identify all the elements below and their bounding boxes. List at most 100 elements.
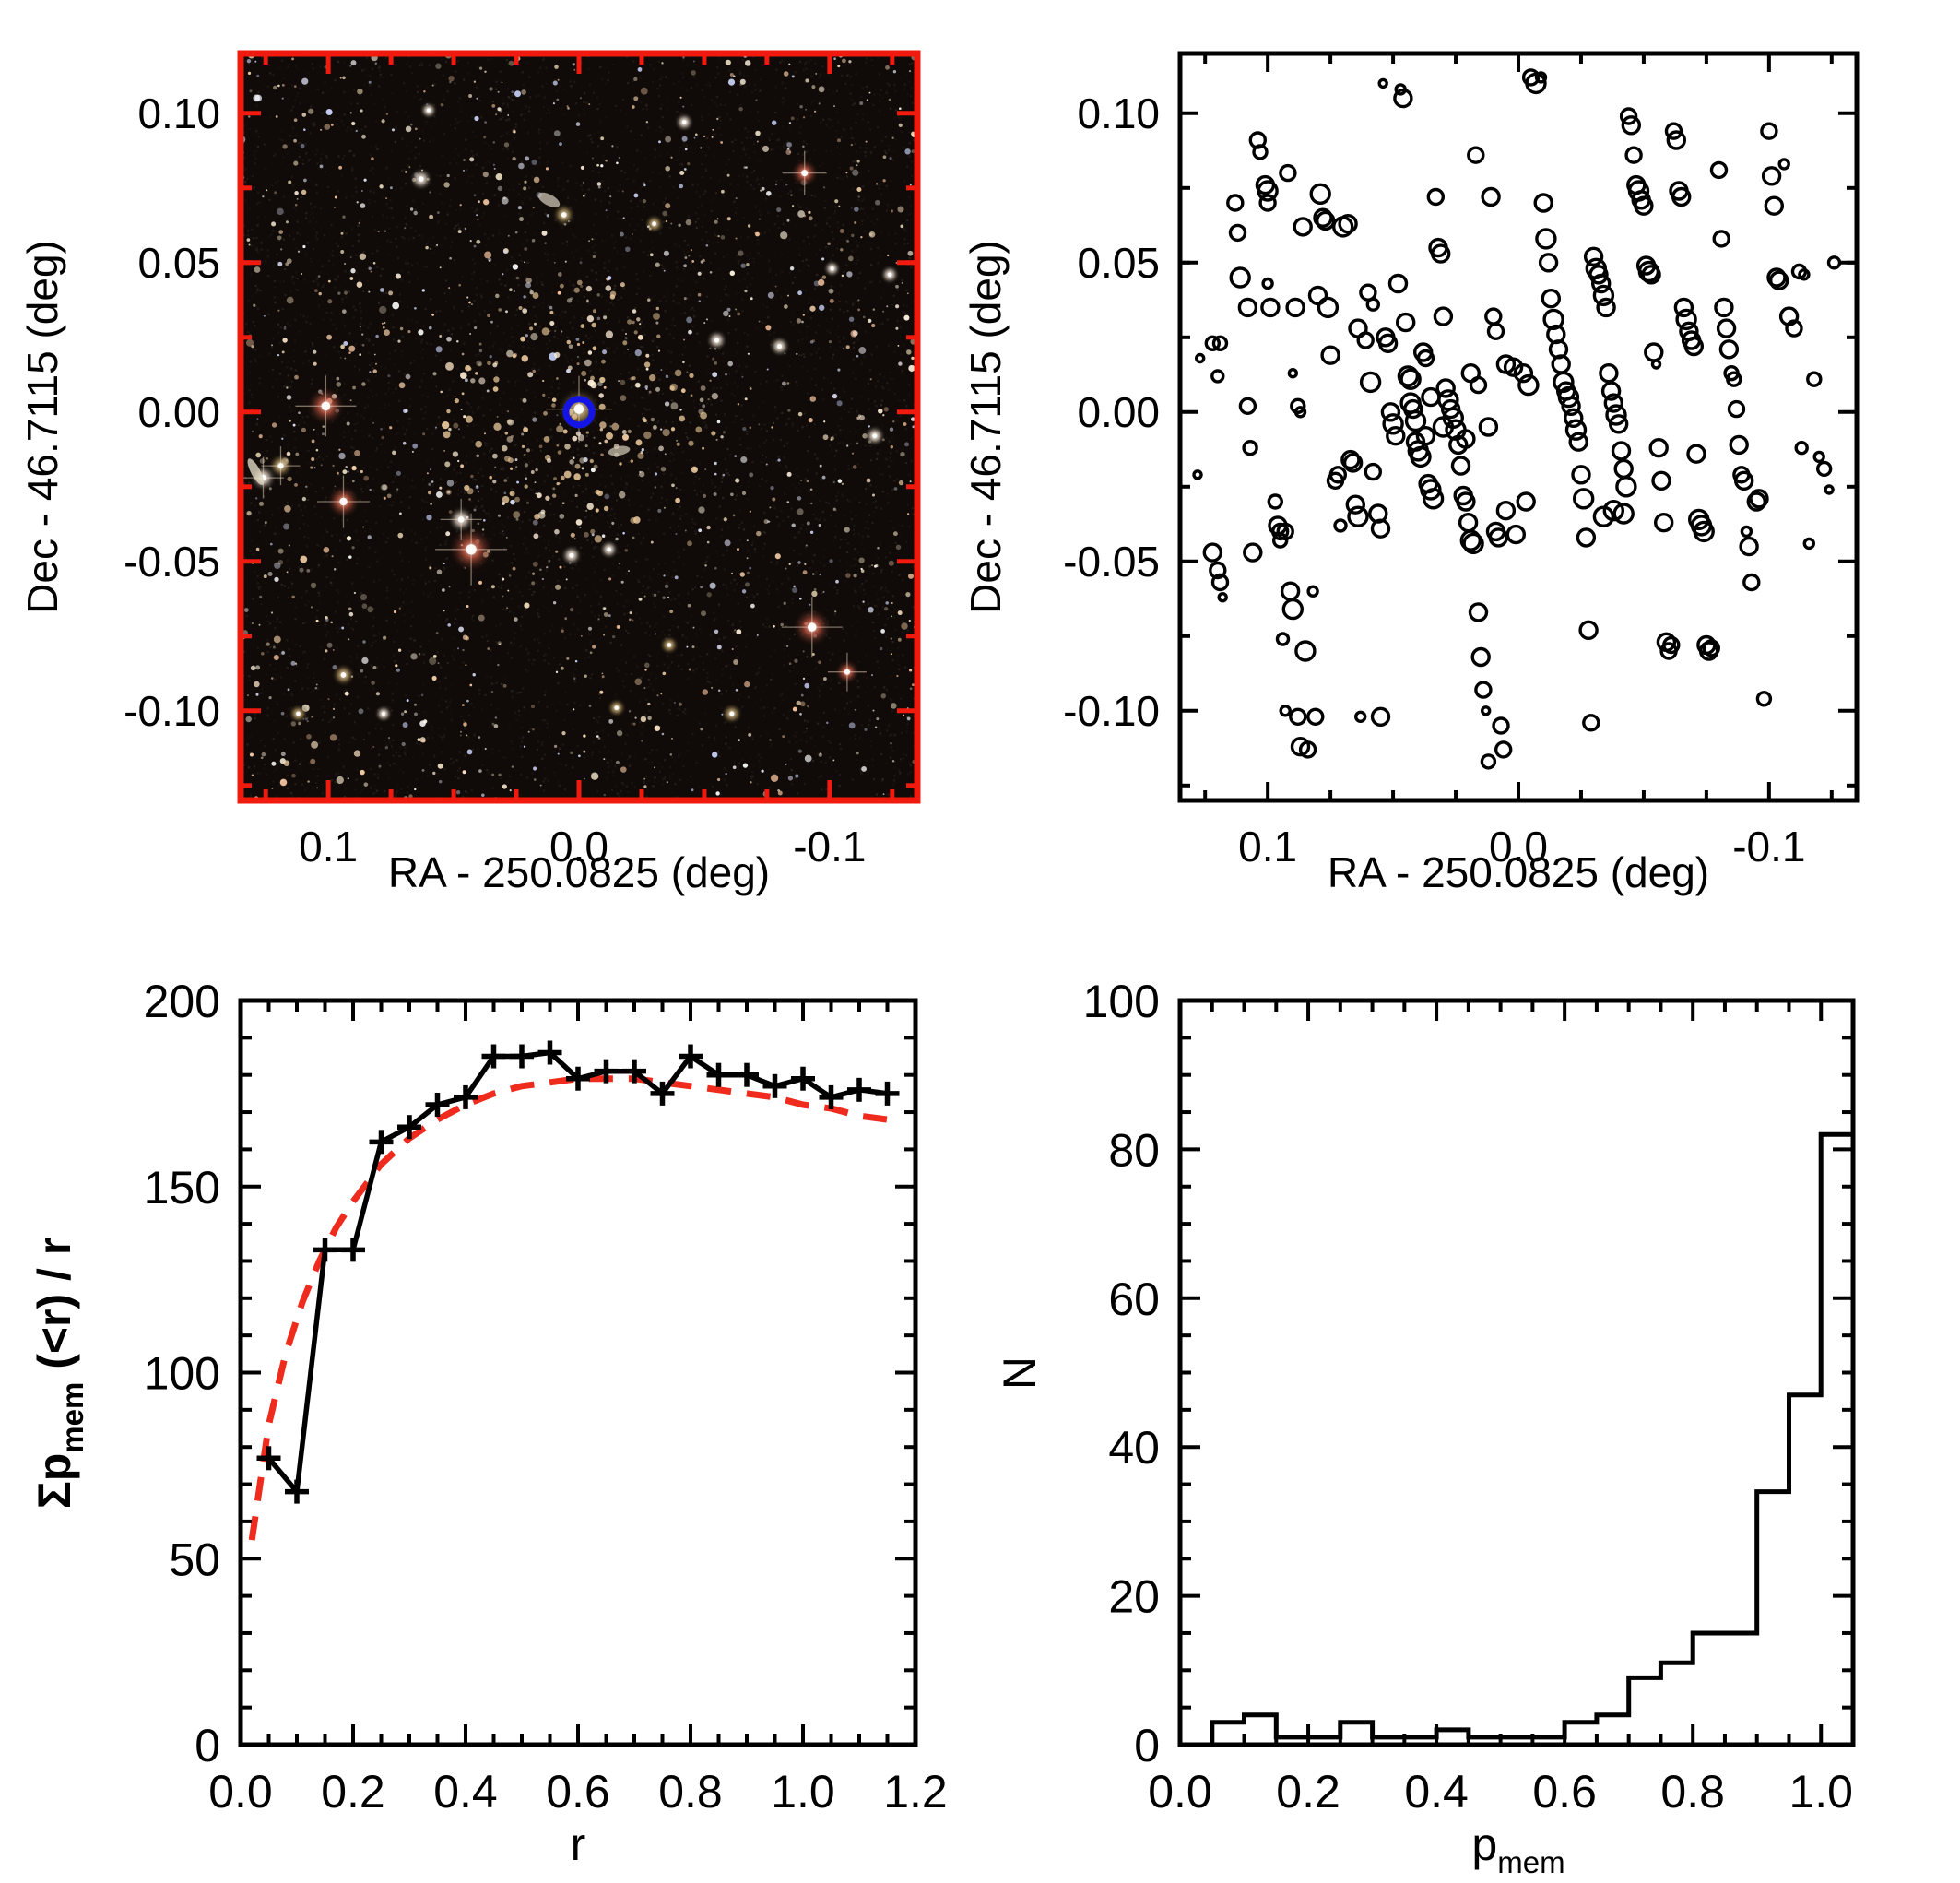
plus-marker <box>537 1040 562 1065</box>
panel-sky-image: 0.1 0.0 -0.1 0.10 0.05 0.00 -0.05 -0.10 RA - 25… <box>0 0 980 942</box>
scatter-point <box>1399 368 1422 390</box>
scatter-point <box>1459 529 1482 551</box>
scatter-point <box>1258 194 1277 212</box>
scatter-axis-ticks <box>1180 53 1857 800</box>
plus-marker <box>566 1066 590 1091</box>
sky-field <box>241 53 917 800</box>
tick-label: 0.6 <box>546 1766 610 1818</box>
scatter-point <box>1237 297 1258 318</box>
scatter-point <box>1746 491 1766 512</box>
scatter-point <box>1354 710 1367 723</box>
scatter-point <box>1553 371 1575 394</box>
scatter-point <box>1202 542 1223 563</box>
scatter-point <box>1410 445 1432 468</box>
scatter-point <box>1309 183 1331 206</box>
profile-yaxis-label: Σpmem (<r) / r <box>29 1238 89 1510</box>
scatter-point <box>1564 408 1584 428</box>
scatter-point <box>1435 378 1456 398</box>
sigma-symbol: Σp <box>29 1453 80 1510</box>
plus-marker <box>650 1081 675 1106</box>
scatter-point <box>1675 308 1697 331</box>
scatter-point <box>1702 639 1720 657</box>
panel-radial-profile: 0.0 0.2 0.4 0.6 0.8 1.0 1.2 0 50 100 150 200 r Σpme… <box>0 942 980 1883</box>
scatter-point <box>1426 187 1445 207</box>
scatter-point <box>1654 513 1674 533</box>
plus-marker <box>735 1062 759 1087</box>
scatter-point <box>1242 440 1258 456</box>
scatter-point <box>1634 195 1654 216</box>
scatter-point <box>1588 265 1609 285</box>
scatter-point <box>1603 393 1623 413</box>
scatter-point <box>1271 522 1290 541</box>
tick-label: 200 <box>144 976 220 1027</box>
scatter-point <box>1716 318 1737 338</box>
scatter-point <box>1651 470 1671 491</box>
scatter-point <box>1431 243 1451 264</box>
scatter-point <box>1194 352 1206 364</box>
plus-marker <box>313 1238 337 1262</box>
scatter-tick-labels: 0.1 0.0 -0.1 0.10 0.05 0.00 -0.05 -0.10 <box>1063 89 1805 870</box>
scatter-point <box>1794 441 1809 456</box>
plus-marker <box>679 1044 703 1069</box>
plus-marker <box>594 1059 619 1084</box>
tick-label: 0.8 <box>658 1766 723 1818</box>
plus-marker <box>875 1081 900 1106</box>
scatter-point <box>1289 707 1307 726</box>
tick-label: 0.00 <box>1077 388 1160 436</box>
tick-label: 0.10 <box>137 89 220 137</box>
scatter-point <box>1306 585 1319 598</box>
scatter-point <box>1495 501 1517 521</box>
scatter-point <box>1192 469 1203 480</box>
scatter-point <box>1421 386 1441 408</box>
tick-label: -0.1 <box>1732 823 1805 870</box>
plus-marker <box>819 1084 844 1109</box>
sky-image-svg: 0.1 0.0 -0.1 0.10 0.05 0.00 -0.05 -0.10 RA - 25… <box>18 50 921 896</box>
scatter-point <box>1516 491 1536 512</box>
scatter-point <box>1492 716 1510 735</box>
scatter-point <box>1345 494 1365 515</box>
scatter-point <box>1481 705 1492 716</box>
scatter-point <box>1470 646 1491 668</box>
scatter-point-group <box>1192 68 1842 770</box>
scatter-point <box>1290 397 1306 414</box>
scatter-point <box>1229 266 1251 289</box>
scatter-point <box>1576 527 1597 548</box>
scatter-point <box>1456 491 1476 512</box>
scatter-point <box>1648 438 1669 458</box>
scatter-point <box>1290 737 1311 757</box>
scatter-point <box>1370 706 1391 727</box>
scatter-point <box>1583 246 1604 266</box>
scatter-point <box>1276 522 1294 541</box>
bcg-circle-icon <box>562 396 596 429</box>
scatter-point <box>1666 130 1686 150</box>
scatter-point <box>1387 273 1409 294</box>
scatter-point <box>1416 349 1435 368</box>
scatter-point <box>1557 385 1580 409</box>
scatter-point <box>1285 297 1305 318</box>
tick-label: 0.05 <box>1077 239 1160 287</box>
scatter-point <box>1338 213 1358 234</box>
scatter-point <box>1749 489 1769 509</box>
profile-plot-area <box>241 1001 915 1745</box>
scatter-point <box>1433 306 1454 326</box>
scatter-xaxis-label: RA - 250.0825 (deg) <box>1328 848 1709 896</box>
scatter-point <box>1316 210 1336 231</box>
scatter-point <box>1760 122 1778 140</box>
scatter-point <box>1317 296 1340 319</box>
scatter-point <box>1450 456 1471 476</box>
plus-marker <box>510 1044 534 1069</box>
sky-axis-ticks <box>241 53 917 800</box>
plus-marker <box>285 1479 309 1504</box>
scatter-point <box>1535 228 1557 250</box>
scatter-point <box>1609 414 1629 434</box>
scatter-point <box>1605 404 1627 426</box>
p-symbol: p <box>1471 1818 1497 1870</box>
scatter-point <box>1766 267 1787 288</box>
scatter-point <box>1380 402 1401 422</box>
tick-label: 0.8 <box>1660 1766 1725 1818</box>
scatter-point <box>1403 398 1423 420</box>
plus-marker <box>454 1084 478 1109</box>
scatter-point <box>1726 371 1742 387</box>
scatter-point <box>1370 518 1391 539</box>
tick-label: -0.05 <box>1063 538 1160 586</box>
